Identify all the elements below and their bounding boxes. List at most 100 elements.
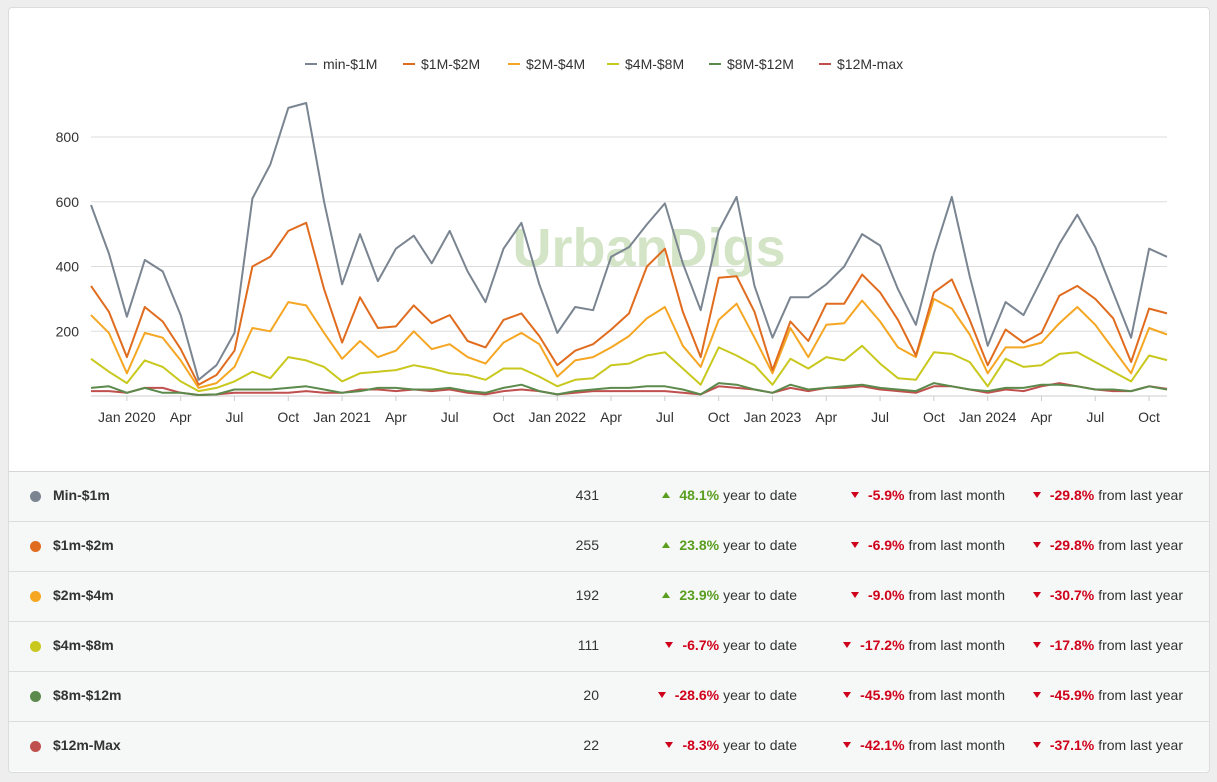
mom-pct: -17.2% [860,637,905,653]
legend-item[interactable]: $4M-$8M [607,56,684,72]
stats-row[interactable]: $8m-$12m 20 -28.6% year to date -45.9% fro… [9,672,1209,722]
stats-row[interactable]: Min-$1m 431 48.1% year to date -5.9% from … [9,472,1209,522]
yoy-change: -29.8% from last year [1032,487,1183,503]
legend-item[interactable]: $8M-$12M [709,56,794,72]
yoy-change: -29.8% from last year [1032,537,1183,553]
ytd-label: year to date [723,487,797,503]
trend-arrow-icon [657,692,666,698]
series-name: $8m-$12m [53,687,122,703]
mom-change: -17.2% from last month [843,637,1005,653]
yoy-pct: -17.8% [1049,637,1095,653]
ytd-label: year to date [723,637,797,653]
mom-label: from last month [908,537,1005,553]
series-color-dot [30,641,41,652]
stats-row[interactable]: $1m-$2m 255 23.8% year to date -6.9% from … [9,522,1209,572]
mom-label: from last month [908,637,1005,653]
ytd-pct: 48.1% [679,487,720,503]
series-name: $1m-$2m [53,537,114,553]
series-line [90,102,1168,381]
mom-pct: -42.1% [860,737,905,753]
mom-label: from last month [908,487,1005,503]
mom-change: -6.9% from last month [850,537,1005,553]
ytd-change: 23.9% year to date [662,587,797,603]
stats-row[interactable]: $4m-$8m 111 -6.7% year to date -17.2% from… [9,622,1209,672]
yoy-label: from last year [1098,687,1183,703]
y-tick-label: 800 [56,129,80,145]
yoy-change: -30.7% from last year [1032,587,1183,603]
trend-arrow-icon [1032,592,1041,598]
trend-arrow-icon [843,742,852,748]
series-color-dot [30,541,41,552]
x-tick-label: Oct [923,409,945,425]
series-line [90,297,1168,389]
mom-pct: -45.9% [860,687,905,703]
ytd-label: year to date [723,737,797,753]
mom-pct: -6.9% [867,537,905,553]
legend-item[interactable]: $2M-$4M [508,56,585,72]
series-line [91,382,1168,396]
x-tick-label: Apr [600,409,622,425]
series-name: $4m-$8m [53,637,114,653]
yoy-label: from last year [1098,737,1183,753]
x-tick-label: Apr [385,409,407,425]
y-tick-label: 600 [56,194,80,210]
stats-row[interactable]: $2m-$4m 192 23.9% year to date -9.0% from … [9,572,1209,622]
series-color-dot [30,691,41,702]
trend-arrow-icon [1032,692,1041,698]
yoy-change: -17.8% from last year [1032,637,1183,653]
trend-arrow-icon [665,642,674,648]
mom-label: from last month [908,687,1005,703]
series-color-dot [30,741,41,752]
ytd-change: -28.6% year to date [657,687,797,703]
x-tick-label: Jul [226,409,244,425]
x-tick-label: Jan 2020 [98,409,156,425]
trend-arrow-icon [1032,542,1041,548]
series-lines [90,102,1168,396]
mom-change: -5.9% from last month [850,487,1005,503]
trend-arrow-icon [850,592,859,598]
ytd-pct: -6.7% [682,637,720,653]
stats-table: Min-$1m 431 48.1% year to date -5.9% from … [9,471,1209,771]
series-line [90,382,1168,396]
mom-change: -45.9% from last month [843,687,1005,703]
x-tick-label: Jan 2021 [313,409,371,425]
trend-arrow-icon [1032,642,1041,648]
x-tick-label: Jan 2023 [744,409,802,425]
x-tick-label: Apr [170,409,192,425]
series-name: $2m-$4m [53,587,114,603]
current-value: 255 [575,537,599,553]
trend-arrow-icon [1032,742,1041,748]
current-value: 192 [575,587,599,603]
trend-arrow-icon [843,692,852,698]
legend-item[interactable]: min-$1M [305,56,377,72]
series-name: Min-$1m [53,487,110,503]
legend-label: min-$1M [323,56,377,72]
chart-card: 200 400 600 800 UrbanDigs Jan 2020 Apr Jul Oct Ja… [8,7,1210,773]
watermark: UrbanDigs [512,218,785,278]
yoy-label: from last year [1098,537,1183,553]
series-line [90,344,1168,393]
x-tick-label: Apr [815,409,837,425]
mom-change: -42.1% from last month [843,737,1005,753]
yoy-pct: -29.8% [1049,487,1095,503]
ytd-pct: 23.9% [679,587,720,603]
x-tick-label: Jan 2024 [959,409,1017,425]
legend-label: $12M-max [837,56,903,72]
stats-row[interactable]: $12m-Max 22 -8.3% year to date -42.1% from… [9,722,1209,771]
legend-item[interactable]: $12M-max [819,56,903,72]
x-tick-label: Oct [277,409,299,425]
x-tick-label: Jul [441,409,459,425]
series-color-dot [30,491,41,502]
current-value: 22 [583,737,599,753]
trend-arrow-icon [850,542,859,548]
mom-label: from last month [908,587,1005,603]
x-tick-label: Jul [871,409,889,425]
x-tick-label: Jan 2022 [528,409,586,425]
legend-item[interactable]: $1M-$2M [403,56,480,72]
ytd-change: -8.3% year to date [665,737,797,753]
line-chart: 200 400 600 800 UrbanDigs Jan 2020 Apr Jul Oct Ja… [56,56,1168,425]
ytd-pct: -28.6% [674,687,720,703]
current-value: 431 [575,487,599,503]
ytd-pct: -8.3% [682,737,720,753]
trend-arrow-icon [843,642,852,648]
